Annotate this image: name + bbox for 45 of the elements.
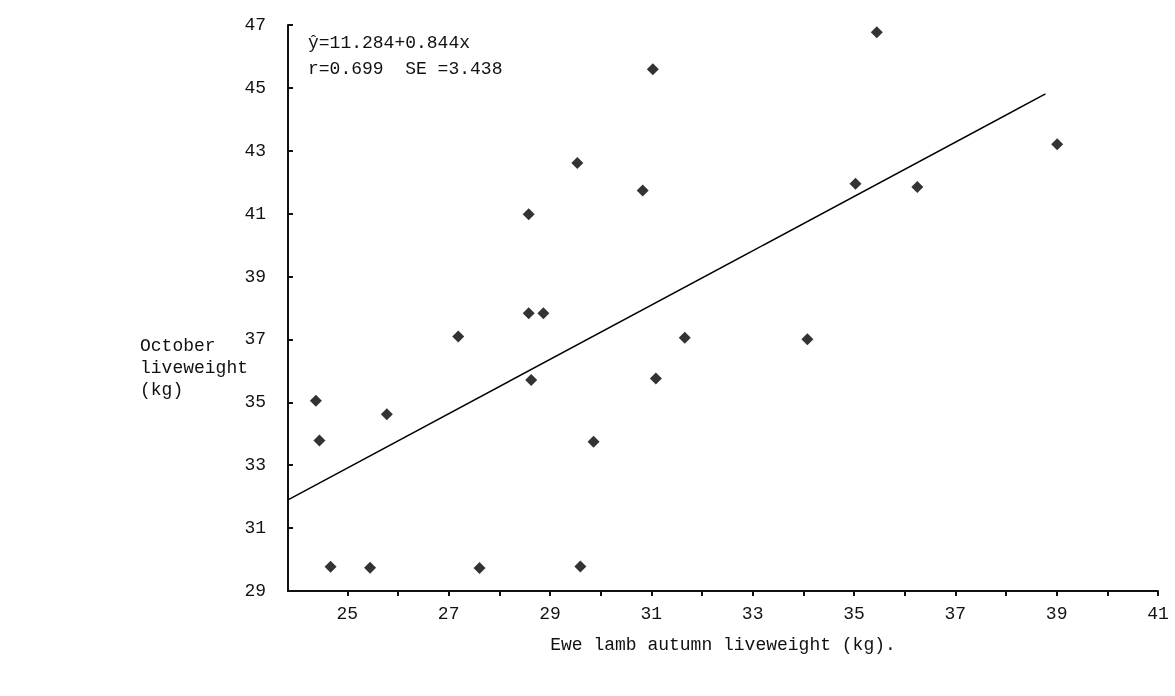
x-tick-label: 37	[944, 604, 967, 624]
x-tick-label: 41	[1147, 604, 1169, 624]
point	[870, 26, 883, 39]
point	[849, 177, 862, 190]
y-tick-label: 45	[244, 77, 266, 98]
x-tick-label: 29	[539, 604, 561, 624]
point	[313, 434, 326, 447]
point	[649, 372, 662, 385]
annotation: r=0.699 SE =3.438	[308, 59, 503, 79]
point	[364, 561, 377, 574]
x-tick-label: 27	[437, 604, 460, 624]
point	[1051, 138, 1064, 151]
x-tick-label: 35	[843, 604, 865, 624]
x-tick-label: 33	[741, 604, 764, 624]
y-tick-label: 37	[244, 329, 266, 350]
point	[571, 157, 584, 170]
y-tick-label: 33	[244, 455, 266, 476]
point	[522, 307, 535, 320]
y-tick-label: 43	[244, 140, 266, 161]
point	[646, 63, 659, 76]
annotation: ŷ=11.284+0.844x	[308, 33, 471, 53]
point	[324, 560, 337, 573]
point	[801, 333, 814, 346]
x-tick-label: 39	[1045, 604, 1068, 624]
y-tick-label: 31	[244, 518, 266, 539]
x-axis-title: Ewe lamb autumn liveweight (kg).	[550, 635, 896, 655]
point	[522, 208, 535, 221]
y-tick-label: 47	[244, 15, 266, 35]
y-tick-label: 39	[244, 266, 266, 287]
point	[587, 435, 600, 448]
y-tick-label: 29	[244, 581, 266, 601]
x-tick-label: 31	[640, 604, 663, 624]
point	[574, 560, 587, 573]
point	[473, 562, 486, 575]
point	[525, 374, 538, 387]
y-tick-label: 41	[244, 203, 266, 224]
point	[452, 330, 465, 343]
point	[911, 180, 924, 193]
point	[309, 394, 322, 407]
point	[636, 184, 649, 197]
y-tick-label: 35	[244, 392, 266, 413]
point	[678, 331, 691, 344]
x-tick-label: 25	[336, 604, 359, 624]
point	[537, 307, 550, 320]
point	[380, 408, 393, 421]
